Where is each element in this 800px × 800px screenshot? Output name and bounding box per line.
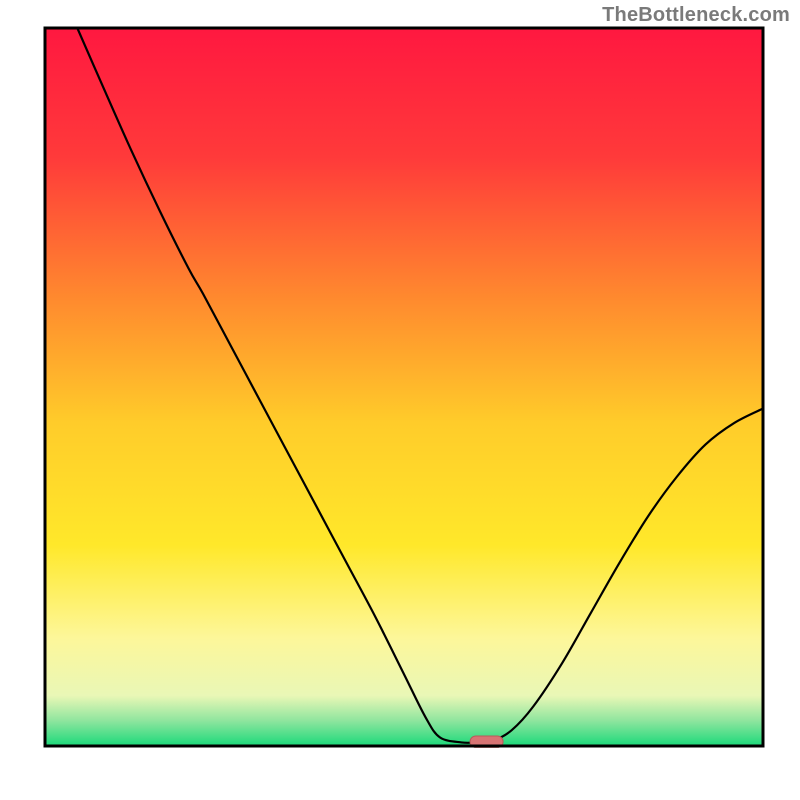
bottleneck-chart	[0, 0, 800, 800]
chart-stage: TheBottleneck.com	[0, 0, 800, 800]
plot-background	[45, 28, 763, 746]
